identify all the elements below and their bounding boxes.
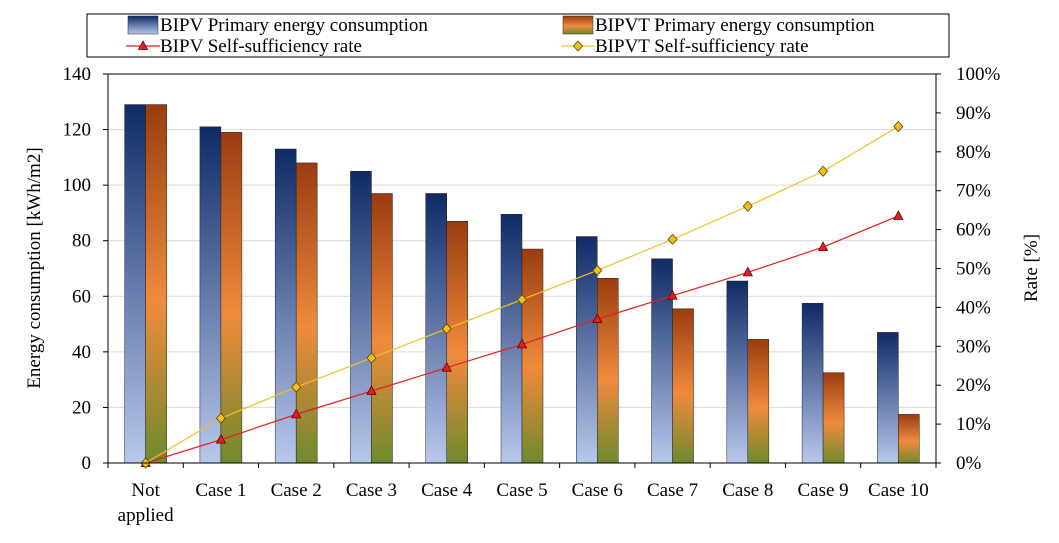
x-tick-label: Case 3 <box>346 480 397 501</box>
line-marks <box>140 120 904 469</box>
legend-bipvt-bar-label: BIPVT Primary energy consumption <box>595 15 875 36</box>
bipv-bar <box>877 332 899 464</box>
bipv-rate-point <box>441 361 452 372</box>
x-tick-label: Case 8 <box>722 480 773 501</box>
bipv-bar <box>801 302 824 464</box>
legend-bipv-line-marker <box>137 40 149 50</box>
y-right-tick-label: 40% <box>956 297 991 318</box>
y-left-tick-label: 100 <box>63 175 92 196</box>
legend-bipv-line: BIPV Self-sufficiency rate <box>126 36 362 57</box>
bipv-bar <box>726 280 749 464</box>
y-left-tick-label: 60 <box>72 286 91 307</box>
bipvt-rate-point <box>366 352 377 364</box>
bipvt-bar <box>446 221 468 464</box>
bipvt-rate-point <box>742 200 753 212</box>
bipvt-bar <box>672 308 694 464</box>
bipv-bar <box>124 104 146 464</box>
legend-bipv-line-label: BIPV Self-sufficiency rate <box>160 36 362 57</box>
bipvt-bar <box>371 193 393 464</box>
bipvt-rate-point <box>441 323 452 335</box>
y-right-tick-label: 20% <box>956 375 991 396</box>
y-left-tick-label: 0 <box>82 453 92 474</box>
bipv-bar <box>199 126 222 464</box>
bipvt-rate-point <box>291 381 302 393</box>
legend-bipvt-bar-swatch <box>562 15 594 35</box>
legend-bipv-bar: BIPV Primary energy consumption <box>127 15 428 36</box>
y-left-tick-label: 120 <box>63 120 92 141</box>
bipv-rate-point <box>817 241 829 252</box>
bipvt-bar <box>747 339 770 464</box>
bipvt-bar <box>898 414 920 464</box>
y-right-tick-label: 0% <box>956 453 982 474</box>
bipvt-rate-point <box>893 120 904 133</box>
bipvt-bar <box>521 248 544 464</box>
bipv-bar <box>500 214 523 464</box>
bipvt-bar <box>597 277 619 464</box>
legend-bipvt-line-label: BIPVT Self-sufficiency rate <box>595 36 809 57</box>
legend-box <box>86 13 950 58</box>
x-tick-label: Case 2 <box>271 480 322 501</box>
x-tick-label: Case 6 <box>572 480 623 501</box>
y-right-tick-label: 10% <box>956 414 991 435</box>
legend-bipv-bar-swatch <box>127 15 159 35</box>
y-right-tick-label: 50% <box>956 259 991 280</box>
bipv-rate-point <box>667 289 678 300</box>
x-tick-label: Case 1 <box>195 480 246 501</box>
x-tick-label: Case 7 <box>647 480 698 501</box>
y-right-tick-label: 100% <box>956 64 1001 85</box>
bipv-bar <box>350 171 372 464</box>
bar-marks <box>124 104 920 464</box>
y-right-tick-label: 90% <box>956 103 991 124</box>
y-left-tick-label: 80 <box>72 231 91 252</box>
bipv-rate-point <box>366 385 377 395</box>
x-tick-label: Case 4 <box>421 480 473 501</box>
x-tick-label: Case 9 <box>797 480 848 501</box>
y-left-tick-label: 20 <box>72 397 91 418</box>
bipv-rate-point <box>291 408 302 419</box>
bipvt-rate-point <box>516 294 528 306</box>
y-left-tick-label: 40 <box>72 342 91 363</box>
bipvt-rate-point <box>667 233 678 245</box>
y-right-tick-label: 70% <box>956 181 991 202</box>
x-tick-label: Not applied <box>118 480 174 526</box>
axes: 0 20 40 60 80 100 120 140 0% 10% 20% 30% 40% 50% 60% 70… <box>63 64 1001 526</box>
bipvt-rate-point <box>215 412 226 424</box>
y-right-tick-label: 60% <box>956 220 991 241</box>
y-left-tick-label: 140 <box>63 64 92 85</box>
bipv-bar <box>651 258 673 464</box>
x-tick-label: Case 10 <box>868 480 929 501</box>
bipvt-bar <box>145 104 167 464</box>
bipvt-bar <box>822 372 845 464</box>
bipv-rate-point <box>215 433 227 444</box>
y-right-tick-label: 80% <box>956 142 991 163</box>
legend-bipv-bar-label: BIPV Primary energy consumption <box>160 15 428 36</box>
y-axis-left-title: Energy consumption [kWh/m2] <box>24 147 45 388</box>
legend-bipvt-line: BIPVT Self-sufficiency rate <box>561 36 809 57</box>
bipvt-rate-point <box>818 165 829 177</box>
legend: BIPV Primary energy consumption BIPVT Pri… <box>86 13 950 58</box>
legend-bipvt-bar: BIPVT Primary energy consumption <box>562 15 875 36</box>
y-right-tick-label: 30% <box>956 336 991 357</box>
bipv-rate-point <box>742 266 753 277</box>
bipv-rate-point <box>893 210 904 220</box>
x-tick-label: Case 5 <box>496 480 547 501</box>
bipv-rate-point <box>592 313 603 323</box>
legend-bipvt-line-marker <box>572 40 584 52</box>
bipvt-rate-point <box>592 264 603 277</box>
y-axis-right-title: Rate [%] <box>1021 234 1042 302</box>
bipv-rate-point <box>516 338 528 349</box>
